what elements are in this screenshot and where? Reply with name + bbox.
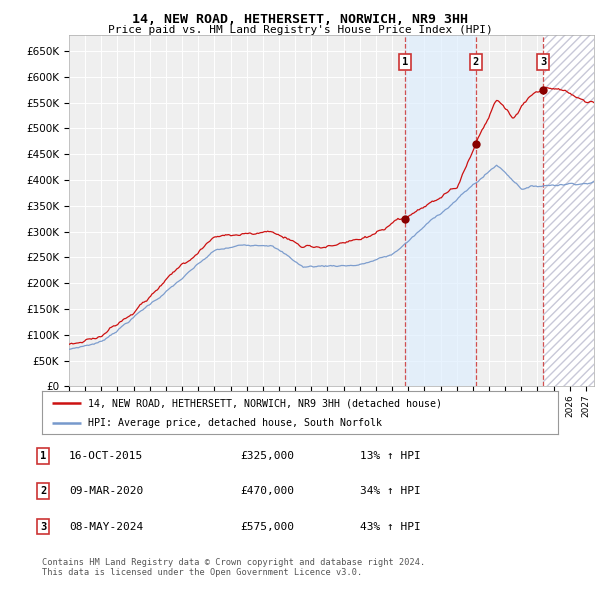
Text: 13% ↑ HPI: 13% ↑ HPI [360,451,421,461]
Text: Contains HM Land Registry data © Crown copyright and database right 2024.
This d: Contains HM Land Registry data © Crown c… [42,558,425,577]
Text: 14, NEW ROAD, HETHERSETT, NORWICH, NR9 3HH (detached house): 14, NEW ROAD, HETHERSETT, NORWICH, NR9 3… [88,398,442,408]
Text: 3: 3 [40,522,46,532]
Text: £575,000: £575,000 [240,522,294,532]
Text: 3: 3 [540,57,547,67]
Text: 43% ↑ HPI: 43% ↑ HPI [360,522,421,532]
Text: 08-MAY-2024: 08-MAY-2024 [69,522,143,532]
Text: 2: 2 [473,57,479,67]
Bar [543,35,594,386]
Text: 1: 1 [402,57,408,67]
Text: 2: 2 [40,486,46,496]
Text: 16-OCT-2015: 16-OCT-2015 [69,451,143,461]
Text: £470,000: £470,000 [240,486,294,496]
Bar [405,35,476,386]
Text: Price paid vs. HM Land Registry's House Price Index (HPI): Price paid vs. HM Land Registry's House … [107,25,493,35]
Text: £325,000: £325,000 [240,451,294,461]
Text: 1: 1 [40,451,46,461]
Text: HPI: Average price, detached house, South Norfolk: HPI: Average price, detached house, Sout… [88,418,382,428]
Text: 34% ↑ HPI: 34% ↑ HPI [360,486,421,496]
Text: 09-MAR-2020: 09-MAR-2020 [69,486,143,496]
Text: 14, NEW ROAD, HETHERSETT, NORWICH, NR9 3HH: 14, NEW ROAD, HETHERSETT, NORWICH, NR9 3… [132,13,468,26]
